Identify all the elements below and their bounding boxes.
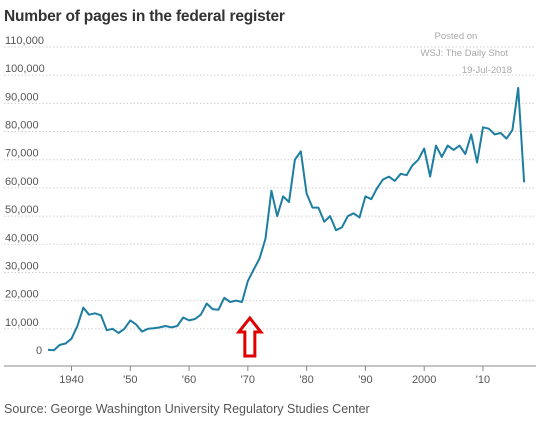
x-axis-ticks: 1940 '50 '60 '70 '80 '90 2000 '10 xyxy=(59,366,490,386)
y-tick-label: 70,000 xyxy=(5,148,39,160)
posted-line-2: WSJ: The Daily Shot xyxy=(420,48,508,59)
y-tick-label: 100,000 xyxy=(5,63,45,75)
posted-note: Posted on WSJ: The Daily Shot 19-Jul-201… xyxy=(421,28,512,79)
x-tick-label: '80 xyxy=(299,374,313,386)
y-tick-label: 90,000 xyxy=(5,91,39,103)
x-tick-label: '60 xyxy=(182,374,196,386)
red-up-arrow-annotation xyxy=(235,315,264,358)
source-note: Source: George Washington University Reg… xyxy=(4,402,370,416)
y-tick-label: 60,000 xyxy=(5,176,39,188)
y-tick-label: 0 xyxy=(36,345,42,357)
y-tick-label: 10,000 xyxy=(5,317,39,329)
up-arrow-icon xyxy=(235,315,264,358)
x-tick-label: '50 xyxy=(123,374,137,386)
x-tick-label: 1940 xyxy=(59,374,83,386)
y-axis-ticks: 0 10,000 20,000 30,000 40,000 50,000 60,000 70,… xyxy=(5,35,45,357)
posted-line-1: Posted on xyxy=(434,31,478,42)
x-tick-label: 2000 xyxy=(412,374,436,386)
series-line xyxy=(47,86,526,352)
y-tick-label: 40,000 xyxy=(5,232,39,244)
x-tick-label: '70 xyxy=(241,374,255,386)
y-tick-label: 80,000 xyxy=(5,120,39,132)
posted-line-3: 19-Jul-2018 xyxy=(461,65,512,76)
y-tick-label: 20,000 xyxy=(5,289,39,301)
y-tick-label: 50,000 xyxy=(5,204,39,216)
y-tick-label: 110,000 xyxy=(5,35,44,47)
y-tick-label: 30,000 xyxy=(5,260,39,272)
gridlines xyxy=(4,46,536,330)
chart-title: Number of pages in the federal register xyxy=(4,8,285,25)
x-tick-label: '10 xyxy=(476,374,490,386)
x-tick-label: '90 xyxy=(358,374,372,386)
